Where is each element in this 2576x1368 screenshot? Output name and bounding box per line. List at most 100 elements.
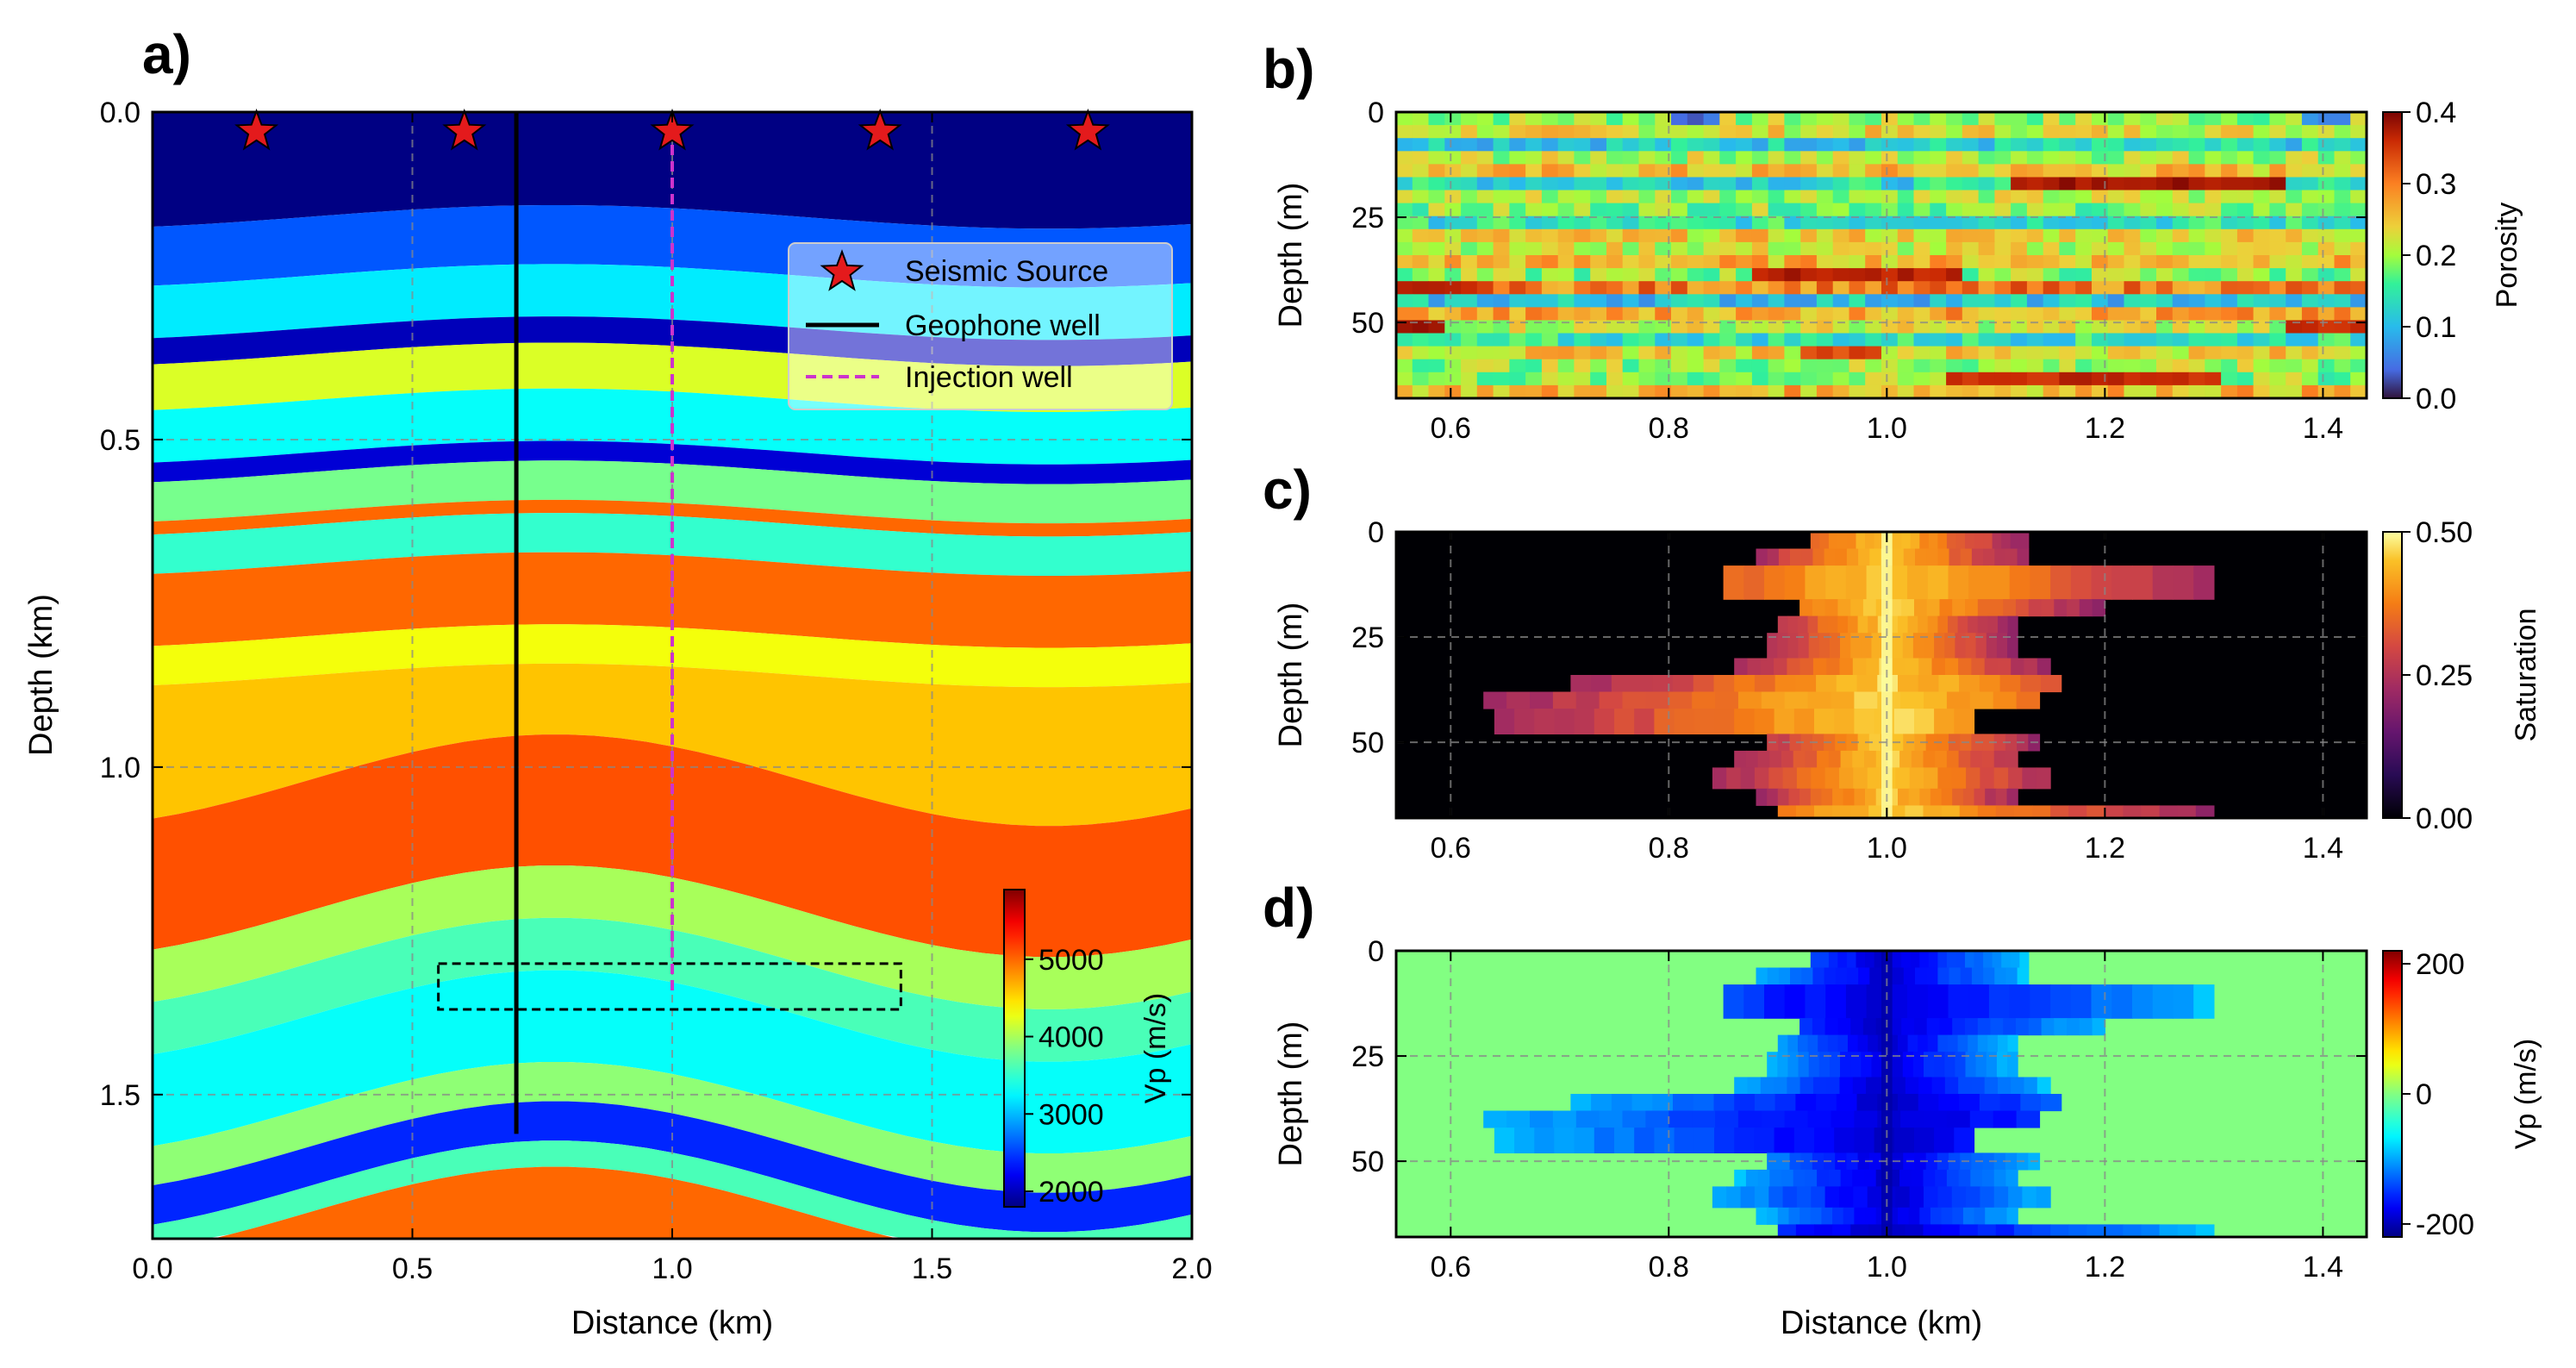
porosity-cell	[1525, 333, 1543, 347]
porosity-cell	[1525, 255, 1543, 269]
porosity-cell	[2059, 359, 2076, 373]
plume-cell	[1987, 1034, 1999, 1053]
plume-cell	[1622, 691, 1646, 709]
plume-cell	[1871, 1052, 1883, 1078]
porosity-cell	[1638, 138, 1656, 152]
plume-cell	[2068, 805, 2087, 819]
plume-cell	[1923, 805, 1943, 819]
porosity-cell	[1476, 372, 1494, 386]
porosity-cell	[1897, 216, 1915, 230]
porosity-cell	[1525, 228, 1543, 243]
plume-cell	[1801, 548, 1813, 566]
y-tick-label: 25	[1351, 622, 1384, 654]
plume-cell	[1805, 984, 1826, 1019]
plume-cell	[1774, 1077, 1787, 1095]
plume-cell	[1837, 615, 1849, 634]
porosity-cell	[2188, 268, 2205, 282]
porosity-cell	[1849, 320, 1866, 334]
porosity-cell	[1930, 255, 1947, 269]
plume-cell	[1918, 1077, 1933, 1095]
plume-cell	[1927, 1034, 1938, 1053]
porosity-cell	[1881, 228, 1899, 243]
porosity-cell	[1736, 359, 1753, 373]
porosity-cell	[1687, 294, 1705, 308]
plume-cell	[1591, 675, 1612, 693]
plume-cell	[2007, 1034, 2018, 1053]
plume-cell	[1966, 767, 1980, 790]
porosity-cell	[2205, 151, 2222, 165]
porosity-cell	[1476, 125, 1494, 139]
porosity-cell	[1525, 346, 1543, 360]
porosity-cell	[2043, 372, 2061, 386]
plume-cell	[1668, 691, 1693, 709]
plume-cell	[1812, 599, 1826, 617]
plume-cell	[2079, 1018, 2093, 1036]
porosity-cell	[2140, 164, 2157, 178]
porosity-cell	[2075, 216, 2093, 230]
porosity-cell	[1978, 177, 1995, 191]
porosity-cell	[2011, 333, 2028, 347]
porosity-cell	[2269, 164, 2286, 178]
porosity-cell	[1962, 151, 1980, 165]
plume-cell	[1846, 532, 1856, 550]
plume-cell	[1902, 633, 1914, 659]
porosity-cell	[1509, 177, 1526, 191]
porosity-cell	[1946, 281, 1963, 295]
porosity-cell	[1574, 164, 1591, 178]
plume-cell	[1944, 1052, 1955, 1078]
porosity-cell	[1978, 151, 1995, 165]
porosity-cell	[1719, 216, 1737, 230]
porosity-cell	[1784, 346, 1801, 360]
porosity-cell	[1671, 112, 1688, 126]
plume-cell	[1999, 1094, 2021, 1112]
porosity-cell	[2301, 125, 2319, 139]
porosity-cell	[2286, 359, 2303, 373]
porosity-cell	[1784, 294, 1801, 308]
porosity-cell	[2140, 384, 2157, 399]
plume-cell	[1837, 1034, 1849, 1053]
plume-cell	[1740, 1186, 1756, 1209]
porosity-cell	[2334, 177, 2351, 191]
plume-cell	[1908, 1207, 1920, 1225]
porosity-cell	[1396, 255, 1413, 269]
porosity-cell	[1816, 203, 1834, 217]
plume-cell	[1799, 658, 1814, 676]
porosity-cell	[1412, 255, 1430, 269]
porosity-cell	[2236, 320, 2255, 334]
porosity-cell	[1978, 268, 1995, 282]
porosity-cell	[2107, 359, 2125, 373]
porosity-cell	[1509, 333, 1526, 347]
porosity-cell	[1978, 203, 1995, 217]
porosity-cell	[1476, 164, 1494, 178]
porosity-cell	[1719, 138, 1737, 152]
plume-cell	[1793, 750, 1806, 768]
plume-cell	[2009, 565, 2030, 600]
porosity-cell	[1493, 294, 1510, 308]
porosity-cell	[1784, 177, 1801, 191]
porosity-cell	[1590, 125, 1607, 139]
porosity-cell	[1638, 359, 1656, 373]
porosity-cell	[2075, 164, 2093, 178]
plume-cell	[1924, 767, 1938, 790]
porosity-cell	[1881, 268, 1899, 282]
porosity-cell	[1590, 268, 1607, 282]
plume-cell	[1899, 750, 1912, 768]
plume-cell	[1764, 565, 1786, 600]
plume-cell	[1715, 691, 1739, 709]
porosity-cell	[2011, 372, 2028, 386]
porosity-cell	[2026, 151, 2044, 165]
plume-cell	[1829, 1052, 1841, 1078]
plume-cell	[1892, 951, 1902, 969]
porosity-cell	[1525, 190, 1543, 204]
porosity-cell	[1736, 228, 1753, 243]
porosity-cell	[2269, 372, 2286, 386]
porosity-cell	[2301, 241, 2319, 256]
porosity-cell	[2188, 372, 2205, 386]
porosity-cell	[2059, 125, 2076, 139]
plume-cell	[1999, 675, 2021, 693]
porosity-cell	[2156, 112, 2174, 126]
porosity-cell	[1930, 203, 1947, 217]
porosity-cell	[2092, 372, 2109, 386]
